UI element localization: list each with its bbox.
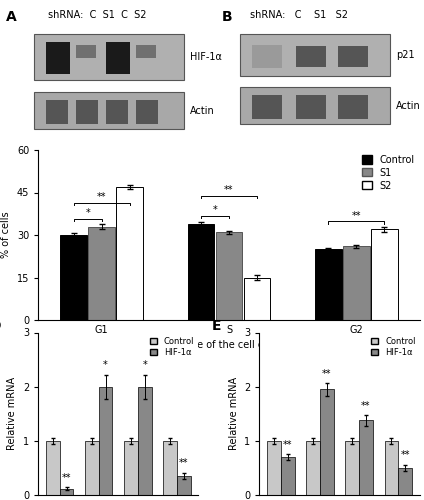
Legend: Control, HIF-1α: Control, HIF-1α [371, 336, 416, 357]
Bar [296, 95, 326, 119]
Bar [398, 468, 412, 495]
Bar [106, 100, 128, 124]
Bar [215, 232, 242, 320]
Text: **: ** [351, 210, 361, 220]
Bar [371, 230, 398, 320]
Bar [338, 46, 368, 67]
Bar [177, 476, 191, 495]
Bar [338, 95, 368, 119]
Bar [359, 420, 373, 495]
Text: B: B [222, 10, 233, 24]
Bar [46, 42, 70, 74]
Text: *: * [85, 208, 90, 218]
Y-axis label: % of cells: % of cells [1, 212, 11, 258]
Text: **: ** [400, 450, 410, 460]
Bar [315, 249, 341, 320]
Text: Actin: Actin [190, 106, 215, 116]
Bar [60, 235, 87, 320]
Bar [243, 278, 271, 320]
Bar [252, 95, 282, 119]
Bar [88, 226, 115, 320]
Bar [85, 441, 99, 495]
Text: D: D [0, 320, 2, 334]
Text: *: * [142, 360, 147, 370]
Bar [281, 457, 295, 495]
Bar [252, 44, 282, 68]
Bar [76, 44, 96, 58]
Text: p21: p21 [396, 50, 414, 60]
Bar [385, 441, 398, 495]
Text: A: A [6, 10, 17, 24]
X-axis label: Stage of the cell cycle: Stage of the cell cycle [175, 340, 283, 350]
Bar [187, 224, 214, 320]
Text: **: ** [179, 458, 189, 468]
Text: E: E [211, 320, 221, 334]
Bar [76, 100, 98, 124]
Bar [163, 441, 177, 495]
Bar [46, 100, 68, 124]
Bar [267, 441, 281, 495]
Bar [99, 386, 112, 495]
Y-axis label: Relative mRNA: Relative mRNA [229, 377, 239, 450]
Text: Actin: Actin [396, 100, 421, 110]
Bar [138, 386, 151, 495]
Bar [136, 100, 158, 124]
Text: **: ** [283, 440, 293, 450]
Text: *: * [212, 205, 218, 215]
Bar [124, 441, 138, 495]
Text: shRNA:   C    S1   S2: shRNA: C S1 S2 [250, 10, 348, 20]
Text: **: ** [97, 192, 106, 202]
Text: *: * [103, 360, 108, 370]
Bar [60, 488, 73, 495]
Bar [136, 44, 156, 58]
Legend: Control, HIF-1α: Control, HIF-1α [150, 336, 194, 357]
Legend: Control, S1, S2: Control, S1, S2 [362, 155, 415, 190]
Text: **: ** [62, 472, 71, 482]
Bar [240, 34, 390, 76]
Bar [343, 246, 369, 320]
Bar [46, 441, 60, 495]
Text: HIF-1α: HIF-1α [190, 52, 222, 62]
Text: **: ** [224, 185, 234, 195]
Bar [34, 34, 184, 80]
Bar [106, 42, 130, 74]
Bar [296, 46, 326, 67]
Bar [116, 187, 143, 320]
Bar [34, 92, 184, 130]
Bar [240, 87, 390, 124]
Text: shRNA:  C  S1  C  S2: shRNA: C S1 C S2 [48, 10, 147, 20]
Text: **: ** [322, 368, 332, 378]
Y-axis label: Relative mRNA: Relative mRNA [7, 377, 17, 450]
Bar [307, 441, 320, 495]
Bar [346, 441, 359, 495]
Text: **: ** [361, 400, 371, 410]
Bar [320, 390, 334, 495]
